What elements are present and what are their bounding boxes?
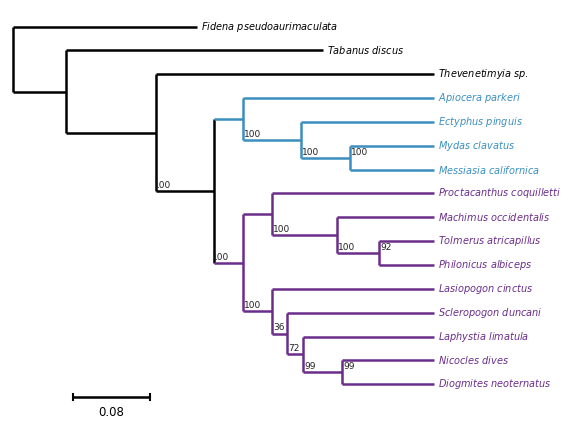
Text: 72: 72 xyxy=(288,344,299,353)
Text: $\it{Fidena\ pseudoaurimaculata}$: $\it{Fidena\ pseudoaurimaculata}$ xyxy=(201,20,338,34)
Text: $\it{Tolmerus\ atricapillus}$: $\it{Tolmerus\ atricapillus}$ xyxy=(438,234,542,248)
Text: 100: 100 xyxy=(351,147,368,157)
Text: 100: 100 xyxy=(273,225,291,234)
Text: $\it{Diogmites\ neoternatus}$: $\it{Diogmites\ neoternatus}$ xyxy=(438,377,552,391)
Text: 0.08: 0.08 xyxy=(98,406,124,418)
Text: 100: 100 xyxy=(244,130,261,139)
Text: 100: 100 xyxy=(338,243,356,252)
Text: $\it{Mydas\ clavatus}$: $\it{Mydas\ clavatus}$ xyxy=(438,139,515,153)
Text: $\it{Laphystia\ limatula}$: $\it{Laphystia\ limatula}$ xyxy=(438,330,529,344)
Text: 100: 100 xyxy=(244,301,261,310)
Text: $\it{Philonicus\ albiceps}$: $\it{Philonicus\ albiceps}$ xyxy=(438,258,532,272)
Text: $\it{Proctacanthus\ coquilletti}$: $\it{Proctacanthus\ coquilletti}$ xyxy=(438,187,561,200)
Text: 100: 100 xyxy=(302,147,319,157)
Text: $\it{Scleropogon\ duncani}$: $\it{Scleropogon\ duncani}$ xyxy=(438,306,543,320)
Text: $\it{Machimus\ occidentalis}$: $\it{Machimus\ occidentalis}$ xyxy=(438,211,550,223)
Text: 99: 99 xyxy=(343,362,355,371)
Text: 99: 99 xyxy=(304,362,316,371)
Text: $\it{Ectyphus\ pinguis}$: $\it{Ectyphus\ pinguis}$ xyxy=(438,115,523,129)
Text: $\it{Thevenetimyia\ sp.}$: $\it{Thevenetimyia\ sp.}$ xyxy=(438,67,529,81)
Text: 100: 100 xyxy=(154,181,171,190)
Text: $\it{Nicocles\ dives}$: $\it{Nicocles\ dives}$ xyxy=(438,354,510,366)
Text: $\it{Tabanus\ discus}$: $\it{Tabanus\ discus}$ xyxy=(326,45,404,56)
Text: $\it{Messiasia\ californica}$: $\it{Messiasia\ californica}$ xyxy=(438,164,540,176)
Text: $\it{Lasiopogon\ cinctus}$: $\it{Lasiopogon\ cinctus}$ xyxy=(438,282,534,296)
Text: 92: 92 xyxy=(380,243,391,252)
Text: $\it{Apiocera\ parkeri}$: $\it{Apiocera\ parkeri}$ xyxy=(438,91,521,105)
Text: 100: 100 xyxy=(212,253,229,261)
Text: 36: 36 xyxy=(273,323,285,332)
